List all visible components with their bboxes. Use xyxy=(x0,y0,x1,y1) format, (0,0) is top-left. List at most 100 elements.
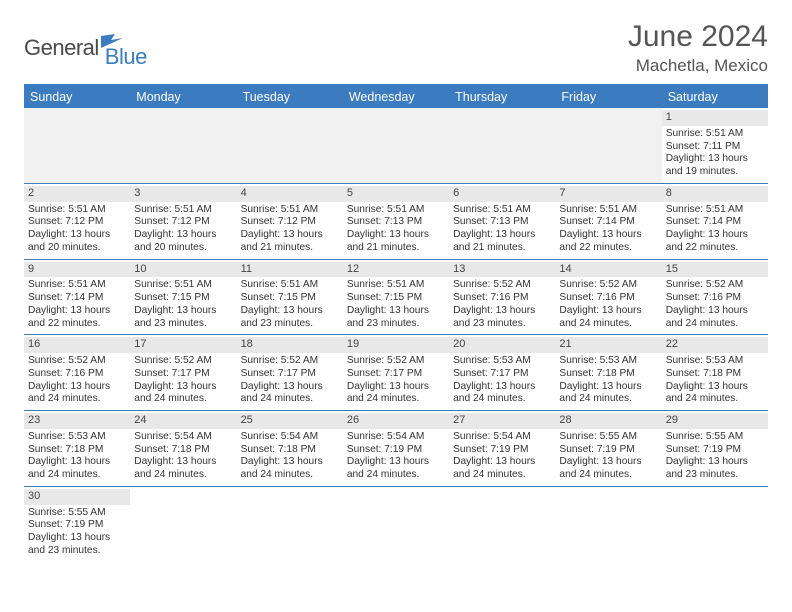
calendar-cell xyxy=(343,108,449,184)
sunset-text: Sunset: 7:14 PM xyxy=(28,292,126,305)
calendar-cell: 1Sunrise: 5:51 AMSunset: 7:11 PMDaylight… xyxy=(662,108,768,184)
sunset-text: Sunset: 7:17 PM xyxy=(241,368,339,381)
sunrise-text: Sunrise: 5:53 AM xyxy=(666,355,764,368)
daylight-text: Daylight: 13 hours and 24 minutes. xyxy=(666,305,764,331)
calendar-cell: 28 Sunrise: 5:55 AMSunset: 7:19 PMDayligh… xyxy=(555,411,661,487)
sunrise-text: Sunrise: 5:52 AM xyxy=(666,279,764,292)
sunrise-text: Sunrise: 5:51 AM xyxy=(559,204,657,217)
daylight-text: Daylight: 13 hours and 23 minutes. xyxy=(347,305,445,331)
day-number: 6 xyxy=(449,186,555,202)
day-number: 27 xyxy=(449,413,555,429)
calendar-cell xyxy=(555,487,661,562)
sunset-text: Sunset: 7:13 PM xyxy=(453,216,551,229)
sunset-text: Sunset: 7:14 PM xyxy=(559,216,657,229)
calendar-cell: 27Sunrise: 5:54 AMSunset: 7:19 PMDayligh… xyxy=(449,411,555,487)
calendar-cell xyxy=(237,487,343,562)
day-number: 24 xyxy=(130,413,236,429)
sunrise-text: Sunrise: 5:52 AM xyxy=(28,355,126,368)
calendar-cell xyxy=(662,487,768,562)
daylight-text: Daylight: 13 hours and 24 minutes. xyxy=(453,456,551,482)
day-number: 13 xyxy=(449,262,555,278)
calendar-cell: 12Sunrise: 5:51 AMSunset: 7:15 PMDayligh… xyxy=(343,260,449,336)
calendar-cell: 5Sunrise: 5:51 AMSunset: 7:13 PMDaylight… xyxy=(343,184,449,260)
calendar-cell: 22Sunrise: 5:53 AMSunset: 7:18 PMDayligh… xyxy=(662,335,768,411)
sunset-text: Sunset: 7:14 PM xyxy=(666,216,764,229)
daylight-text: Daylight: 13 hours and 24 minutes. xyxy=(666,381,764,407)
day-number: 16 xyxy=(24,337,130,353)
daylight-text: Daylight: 13 hours and 24 minutes. xyxy=(134,456,232,482)
daylight-text: Daylight: 13 hours and 21 minutes. xyxy=(453,229,551,255)
weekday-saturday: Saturday xyxy=(662,86,768,108)
calendar-cell: 4Sunrise: 5:51 AMSunset: 7:12 PMDaylight… xyxy=(237,184,343,260)
daylight-text: Daylight: 13 hours and 21 minutes. xyxy=(347,229,445,255)
calendar-cell xyxy=(343,487,449,562)
calendar-cell xyxy=(130,108,236,184)
daylight-text: Daylight: 13 hours and 24 minutes. xyxy=(134,381,232,407)
day-number: 23 xyxy=(24,413,130,429)
sunset-text: Sunset: 7:18 PM xyxy=(559,368,657,381)
sunrise-text: Sunrise: 5:55 AM xyxy=(559,431,657,444)
calendar-cell: 2Sunrise: 5:51 AMSunset: 7:12 PMDaylight… xyxy=(24,184,130,260)
sunset-text: Sunset: 7:15 PM xyxy=(241,292,339,305)
day-number: 30 xyxy=(24,489,130,505)
calendar-cell: 19Sunrise: 5:52 AMSunset: 7:17 PMDayligh… xyxy=(343,335,449,411)
daylight-text: Daylight: 13 hours and 22 minutes. xyxy=(666,229,764,255)
weekday-friday: Friday xyxy=(555,86,661,108)
sunrise-text: Sunrise: 5:53 AM xyxy=(28,431,126,444)
calendar-cell: 21Sunrise: 5:53 AMSunset: 7:18 PMDayligh… xyxy=(555,335,661,411)
sunset-text: Sunset: 7:18 PM xyxy=(666,368,764,381)
sunrise-text: Sunrise: 5:54 AM xyxy=(134,431,232,444)
calendar-cell: 3Sunrise: 5:51 AMSunset: 7:12 PMDaylight… xyxy=(130,184,236,260)
sunrise-text: Sunrise: 5:55 AM xyxy=(28,507,126,520)
sunset-text: Sunset: 7:19 PM xyxy=(666,444,764,457)
sunset-text: Sunset: 7:12 PM xyxy=(241,216,339,229)
title-block: June 2024 Machetla, Mexico xyxy=(628,20,768,76)
daylight-text: Daylight: 13 hours and 24 minutes. xyxy=(559,305,657,331)
calendar-cell: 24Sunrise: 5:54 AMSunset: 7:18 PMDayligh… xyxy=(130,411,236,487)
day-number: 9 xyxy=(24,262,130,278)
day-number: 20 xyxy=(449,337,555,353)
sunset-text: Sunset: 7:12 PM xyxy=(28,216,126,229)
sunrise-text: Sunrise: 5:52 AM xyxy=(453,279,551,292)
day-number: 18 xyxy=(237,337,343,353)
daylight-text: Daylight: 13 hours and 24 minutes. xyxy=(453,381,551,407)
weekday-tuesday: Tuesday xyxy=(237,86,343,108)
sunrise-text: Sunrise: 5:51 AM xyxy=(453,204,551,217)
sunrise-text: Sunrise: 5:55 AM xyxy=(666,431,764,444)
daylight-text: Daylight: 13 hours and 23 minutes. xyxy=(666,456,764,482)
daylight-text: Daylight: 13 hours and 24 minutes. xyxy=(28,456,126,482)
sunset-text: Sunset: 7:17 PM xyxy=(134,368,232,381)
weekday-sunday: Sunday xyxy=(24,86,130,108)
sunset-text: Sunset: 7:16 PM xyxy=(666,292,764,305)
day-number: 26 xyxy=(343,413,449,429)
sunset-text: Sunset: 7:19 PM xyxy=(559,444,657,457)
day-number: 21 xyxy=(555,337,661,353)
sunset-text: Sunset: 7:17 PM xyxy=(453,368,551,381)
day-number: 1 xyxy=(662,110,768,126)
logo-text-blue: Blue xyxy=(105,44,147,70)
daylight-text: Daylight: 13 hours and 24 minutes. xyxy=(559,456,657,482)
calendar-cell: 16Sunrise: 5:52 AMSunset: 7:16 PMDayligh… xyxy=(24,335,130,411)
day-number: 29 xyxy=(662,413,768,429)
daylight-text: Daylight: 13 hours and 24 minutes. xyxy=(347,456,445,482)
day-number: 3 xyxy=(130,186,236,202)
sunrise-text: Sunrise: 5:51 AM xyxy=(134,204,232,217)
sunset-text: Sunset: 7:16 PM xyxy=(28,368,126,381)
daylight-text: Daylight: 13 hours and 22 minutes. xyxy=(559,229,657,255)
day-number: 12 xyxy=(343,262,449,278)
sunset-text: Sunset: 7:15 PM xyxy=(347,292,445,305)
logo: General Blue xyxy=(24,26,147,70)
day-number: 28 xyxy=(555,413,661,429)
logo-text-general: General xyxy=(24,35,99,61)
sunset-text: Sunset: 7:11 PM xyxy=(666,141,764,154)
calendar-cell: 6 Sunrise: 5:51 AMSunset: 7:13 PMDaylight… xyxy=(449,184,555,260)
sunrise-text: Sunrise: 5:51 AM xyxy=(666,204,764,217)
calendar-cell: 15Sunrise: 5:52 AMSunset: 7:16 PMDayligh… xyxy=(662,260,768,336)
weekday-thursday: Thursday xyxy=(449,86,555,108)
sunrise-text: Sunrise: 5:52 AM xyxy=(241,355,339,368)
daylight-text: Daylight: 13 hours and 20 minutes. xyxy=(28,229,126,255)
calendar-cell xyxy=(130,487,236,562)
daylight-text: Daylight: 13 hours and 23 minutes. xyxy=(28,532,126,558)
day-number: 10 xyxy=(130,262,236,278)
daylight-text: Daylight: 13 hours and 23 minutes. xyxy=(134,305,232,331)
